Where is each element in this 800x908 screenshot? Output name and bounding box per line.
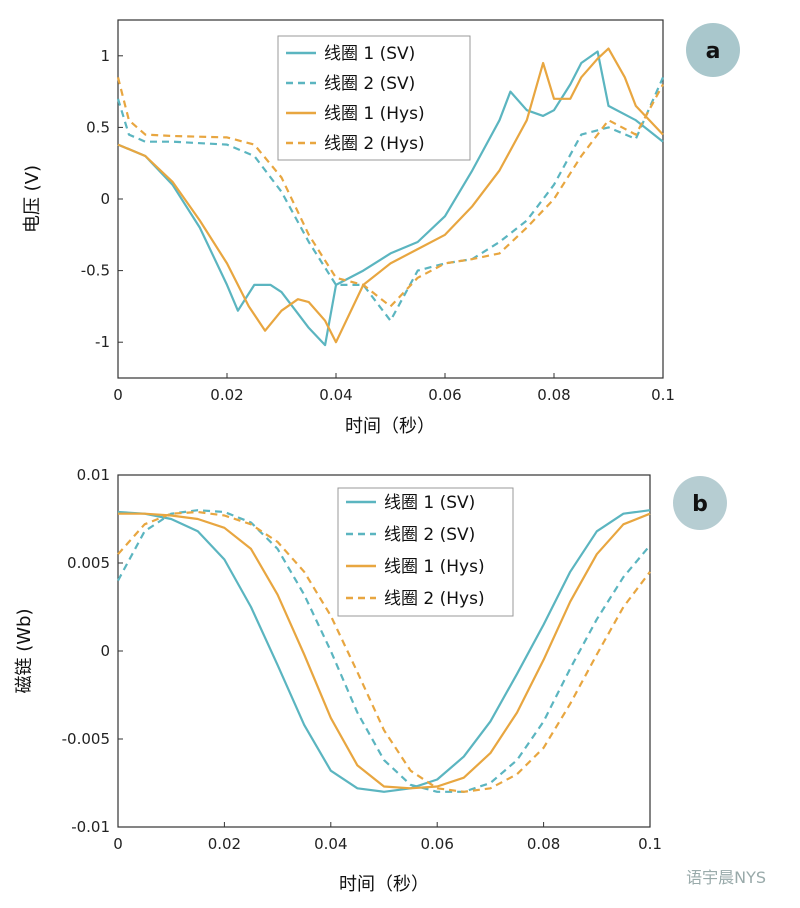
- panel-b-legend-label-3: 线圈 1 (Hys): [384, 557, 485, 577]
- panel-b-y-tick-label: -0.01: [71, 818, 110, 836]
- panel-b-label: b: [692, 492, 708, 517]
- panel-a-legend-label-4: 线圈 2 (Hys): [324, 134, 425, 154]
- panel-b-series-line-4: [117, 510, 651, 793]
- panel-a-y-tick-label: 0.5: [86, 118, 110, 136]
- panel-b-y-ticks: -0.01 -0.005 0 0.005 0.01: [62, 466, 123, 836]
- panel-b-x-axis-title: 时间（秒）: [339, 874, 429, 895]
- panel-b-legend-box: [337, 487, 514, 617]
- panel-b-x-tick-label: 0.1: [638, 835, 662, 853]
- panel-b-y-tick-label: 0.01: [77, 466, 110, 484]
- panel-a-x-ticks: 0 0.02 0.04 0.06 0.08 0.1: [113, 373, 675, 404]
- panel-b-legend: 线圈 1 (SV) 线圈 2 (SV) 线圈 1 (Hys) 线圈 2 (Hys): [337, 487, 514, 617]
- panel-a-x-axis-title: 时间（秒）: [345, 416, 435, 437]
- panel-b-x-ticks: 0 0.02 0.04 0.06 0.08 0.1: [113, 822, 662, 853]
- panel-a-series-line-2: [116, 76, 665, 322]
- panel-a-series-line-1: [117, 50, 664, 347]
- panel-b-series-group: [117, 509, 651, 793]
- panel-a-y-axis-title: 电压 (V): [22, 165, 43, 233]
- panel-a-series-line-4: [116, 77, 664, 308]
- watermark-text: 语宇晨NYS: [686, 868, 766, 887]
- panel-a-legend-label-2: 线圈 2 (SV): [324, 74, 415, 94]
- panel-a-series-group: [116, 47, 665, 347]
- panel-a-x-tick-label: 0.04: [319, 386, 352, 404]
- panel-a-x-tick-label: 0.02: [210, 386, 243, 404]
- panel-b-x-tick-label: 0.04: [314, 835, 347, 853]
- panel-a-series-line-3: [117, 47, 664, 344]
- panel-a-legend: 线圈 1 (SV) 线圈 2 (SV) 线圈 1 (Hys) 线圈 2 (Hys): [277, 35, 471, 161]
- panel-b-x-tick-label: 0.06: [420, 835, 453, 853]
- panel-b-x-tick-label: 0: [113, 835, 123, 853]
- panel-b-legend-label-4: 线圈 2 (Hys): [384, 589, 485, 609]
- panel-b-x-tick-label: 0.08: [527, 835, 560, 853]
- panel-a-y-tick-label: 1: [100, 47, 110, 65]
- panel-a-x-tick-label: 0: [113, 386, 123, 404]
- panel-b-series-line-2: [117, 509, 651, 793]
- panel-b-legend-label-1: 线圈 1 (SV): [384, 493, 475, 513]
- panel-b-x-tick-label: 0.02: [208, 835, 241, 853]
- panel-b-flux-chart: 0 0.02 0.04 0.06 0.08 0.1 -0.01 -0.005 0 0.005 0.…: [14, 466, 727, 895]
- panel-b-series-line-1: [117, 509, 651, 793]
- panel-b-y-axis-title: 磁链 (Wb): [14, 609, 35, 694]
- panel-a-y-tick-label: 0: [100, 190, 110, 208]
- panel-b-legend-label-2: 线圈 2 (SV): [384, 525, 475, 545]
- panel-b-y-tick-label: -0.005: [62, 730, 110, 748]
- panel-a-legend-box: [277, 35, 471, 161]
- panel-a-legend-label-1: 线圈 1 (SV): [324, 44, 415, 64]
- panel-a-y-tick-label: -0.5: [81, 262, 110, 280]
- panel-b-y-tick-label: 0: [100, 642, 110, 660]
- panel-b-label-badge: [673, 476, 727, 530]
- panel-b-series-line-3: [118, 512, 651, 790]
- panel-a-label: a: [706, 39, 721, 64]
- panel-a-label-badge: [686, 23, 740, 77]
- panel-b-y-tick-label: 0.005: [67, 554, 110, 572]
- panel-a-x-tick-label: 0.06: [428, 386, 461, 404]
- panel-a-x-tick-label: 0.1: [651, 386, 675, 404]
- panel-a-x-tick-label: 0.08: [537, 386, 570, 404]
- panel-a-legend-label-3: 线圈 1 (Hys): [324, 104, 425, 124]
- panel-a-y-tick-label: -1: [95, 333, 110, 351]
- panel-a-voltage-chart: 0 0.02 0.04 0.06 0.08 0.1 -1 -0.5 0 0.5 1 时间（秒） 电…: [22, 19, 740, 437]
- panel-a-y-ticks: -1 -0.5 0 0.5 1: [81, 47, 123, 351]
